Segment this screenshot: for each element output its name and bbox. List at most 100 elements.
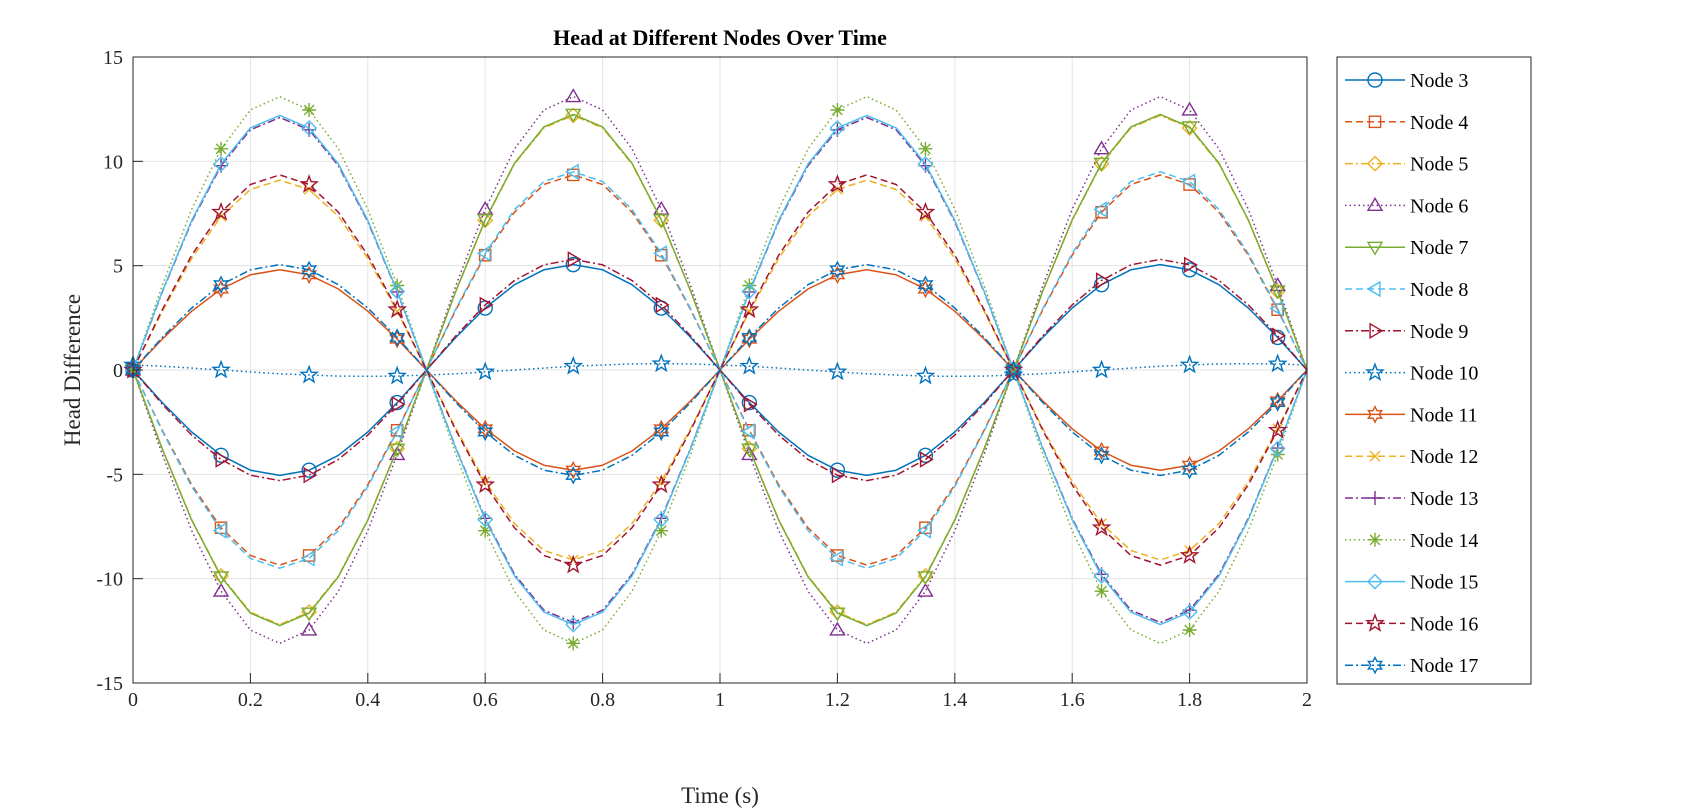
legend-entry: Node 17 (1345, 655, 1478, 677)
data-point-marker (211, 201, 231, 221)
data-point-marker (1093, 201, 1108, 218)
data-point-marker (917, 522, 932, 539)
data-point-marker (827, 361, 848, 381)
x-tick-label: 1.6 (1060, 689, 1085, 711)
y-tick-label: 15 (103, 47, 123, 69)
legend-entry: Node 12 (1345, 446, 1478, 468)
series-node-17 (125, 260, 1308, 485)
data-point-marker (391, 395, 406, 413)
data-point-marker (741, 394, 758, 411)
legend-marker (1366, 241, 1384, 256)
legend-label: Node 8 (1410, 279, 1468, 301)
data-point-marker (211, 359, 231, 379)
data-point-marker (829, 260, 846, 280)
data-point-marker (917, 582, 934, 597)
data-point-marker (478, 523, 493, 538)
x-tick-label: 1 (715, 689, 725, 711)
legend-label: Node 5 (1410, 154, 1468, 176)
data-point-marker (213, 279, 230, 299)
data-point-marker (829, 119, 846, 136)
data-point-marker (917, 275, 934, 294)
data-point-marker (1091, 517, 1112, 537)
data-point-marker (1269, 285, 1286, 300)
legend-label: Node 3 (1410, 70, 1468, 92)
legend-entry: Node 11 (1345, 404, 1478, 426)
data-point-marker (1093, 446, 1110, 465)
legend-marker (1368, 532, 1382, 547)
data-point-marker (654, 523, 669, 538)
data-point-marker (652, 245, 667, 262)
data-point-marker (1095, 272, 1110, 289)
data-point-marker (743, 395, 758, 413)
series-line (132, 263, 1308, 477)
y-axis-label: Head Difference (60, 294, 85, 446)
x-tick-label: 0.8 (590, 689, 615, 711)
legend-entry: Node 14 (1345, 530, 1478, 552)
x-axis-label: Time (s) (681, 783, 759, 808)
data-point-marker (390, 278, 405, 293)
data-point-marker (829, 607, 846, 622)
legend-entry: Node 13 (1345, 488, 1478, 510)
data-point-marker (301, 260, 318, 280)
legend-label: Node 4 (1410, 112, 1468, 134)
x-tick-label: 0.6 (473, 689, 498, 711)
legend-marker (1368, 491, 1382, 505)
data-point-marker (389, 394, 405, 411)
data-point-marker (829, 265, 846, 285)
data-point-marker (655, 296, 670, 314)
data-point-marker (389, 329, 406, 349)
series-line (132, 174, 1308, 566)
data-point-marker (388, 446, 406, 461)
data-point-marker (917, 156, 934, 173)
data-point-marker (917, 447, 934, 464)
data-point-marker (1093, 157, 1110, 172)
series-line (132, 174, 1308, 566)
series-line (132, 95, 1308, 645)
data-point-marker (1184, 545, 1195, 556)
legend-entry: Node 16 (1345, 612, 1478, 635)
ticks: 0 0.2 0.4 0.6 0.8 1 1.2 1.4 1.6 1.8 2 -15 -10 -5 0 5 10 1… (96, 47, 1312, 711)
data-point-marker (1093, 140, 1110, 155)
legend-marker (1368, 115, 1382, 129)
data-point-marker (1179, 545, 1200, 564)
data-point-marker (565, 88, 582, 103)
legend-entry: Node 6 (1345, 195, 1468, 217)
legend-marker (1365, 362, 1385, 382)
data-point-marker (1181, 101, 1198, 116)
data-point-marker (567, 554, 579, 566)
series-node-16 (123, 174, 1308, 574)
data-point-marker (300, 621, 318, 636)
data-point-marker (477, 419, 494, 439)
data-point-marker (302, 103, 317, 118)
data-point-marker (214, 141, 229, 156)
data-point-marker (917, 571, 934, 586)
data-point-marker (213, 447, 229, 464)
data-point-marker (827, 174, 848, 193)
data-point-marker (565, 466, 582, 485)
data-point-marker (741, 328, 758, 347)
data-point-marker (1269, 440, 1286, 457)
x-tick-label: 1.4 (942, 689, 967, 711)
legend-label: Node 7 (1410, 237, 1468, 259)
legend-marker (1369, 322, 1384, 340)
data-point-marker (915, 201, 936, 221)
data-point-marker (917, 279, 934, 299)
data-point-marker (564, 163, 579, 180)
data-point-marker (566, 636, 581, 651)
data-point-marker (1267, 419, 1288, 439)
legend-marker (1366, 280, 1381, 298)
legend-entry: Node 5 (1345, 154, 1468, 176)
data-point-marker (653, 422, 670, 442)
legend-entry: Node 15 (1345, 572, 1478, 594)
data-point-marker (567, 251, 582, 268)
data-point-marker (1269, 329, 1286, 346)
data-point-marker (300, 550, 315, 567)
data-point-marker (1269, 300, 1284, 317)
x-tick-label: 2 (1302, 689, 1312, 711)
y-tick-label: 10 (103, 151, 123, 173)
data-point-marker (476, 214, 494, 229)
legend-entry: Node 7 (1345, 237, 1468, 259)
data-point-marker (918, 141, 933, 156)
data-point-marker (213, 156, 230, 173)
